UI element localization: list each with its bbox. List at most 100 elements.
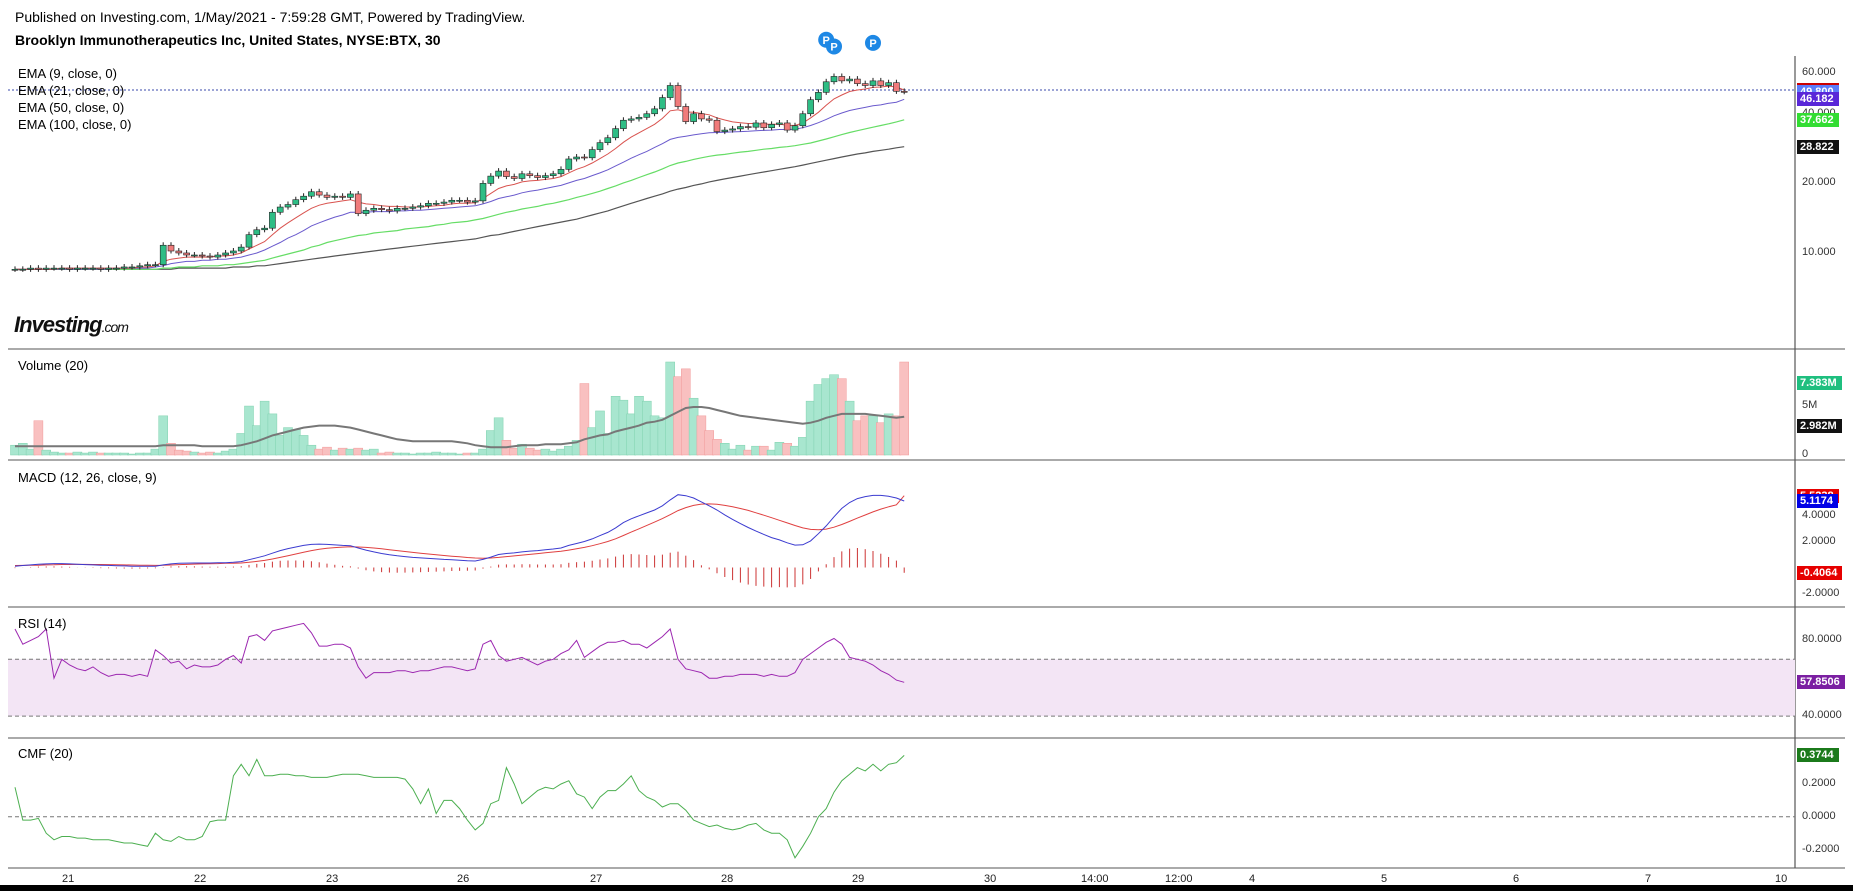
value-badge: 5.1174 (1797, 493, 1839, 508)
candle-body (581, 156, 588, 159)
candle-body (534, 175, 541, 178)
candle-body (456, 199, 463, 202)
volume-bar (369, 448, 379, 456)
candle-body (136, 265, 144, 268)
candle-body (269, 211, 276, 229)
candle-body (253, 229, 261, 235)
x-axis-label: 12:00 (1165, 873, 1193, 885)
candle-body (198, 254, 206, 257)
candle-body (783, 122, 791, 131)
candle-body (604, 137, 612, 143)
price-scale-tick: 80.0000 (1802, 633, 1842, 646)
candle-body (503, 170, 510, 177)
macd-signal-line (14, 495, 905, 566)
candle-body (339, 195, 346, 198)
legend-volume[interactable]: Volume (20) (18, 358, 89, 373)
candle-body (510, 176, 518, 179)
candle-body (635, 117, 643, 120)
candle-body (776, 122, 783, 125)
candle-body (432, 202, 440, 205)
candle-body (167, 244, 175, 252)
legend-ema100[interactable]: EMA (100, close, 0) (18, 117, 132, 132)
macd-line (14, 494, 905, 567)
candle-body (666, 85, 674, 98)
logo-brand: Investing (14, 312, 103, 337)
candle-body (159, 244, 167, 265)
price-scale-tick: -0.2000 (1802, 842, 1840, 855)
volume-bar (33, 420, 44, 456)
candle-body (35, 267, 42, 270)
x-axis-label: 26 (457, 873, 470, 885)
candle-body (713, 119, 721, 132)
bottom-bar (0, 885, 1853, 891)
candle-body (97, 267, 105, 270)
cmf-line (14, 755, 905, 859)
price-scale-tick: 60.000 (1802, 66, 1836, 79)
candle-body (11, 269, 19, 271)
candle-body (705, 118, 713, 121)
candle-body (354, 193, 362, 214)
volume-bar (579, 383, 590, 456)
x-axis-label: 4 (1249, 873, 1256, 885)
value-badge: 7.383M (1797, 375, 1842, 390)
p-marker-label: P (869, 38, 876, 50)
candle-body (81, 267, 89, 270)
candle-body (362, 209, 370, 214)
candle-body (846, 78, 853, 82)
candle-body (284, 204, 292, 208)
candle-body (261, 227, 268, 231)
x-axis-label: 22 (194, 873, 207, 885)
candle-body (74, 267, 81, 270)
legend-ema50[interactable]: EMA (50, close, 0) (18, 100, 125, 115)
x-axis-label: 6 (1513, 873, 1520, 885)
published-note: Published on Investing.com, 1/May/2021 -… (15, 9, 526, 25)
candle-body (113, 267, 120, 270)
legend-macd[interactable]: MACD (12, 26, close, 9) (18, 470, 157, 485)
candle-body (230, 250, 237, 254)
candle-body (425, 202, 432, 207)
candle-body (557, 169, 565, 175)
candle-body (596, 142, 604, 150)
candle-body (674, 85, 682, 107)
price-scale-tick: 0.0000 (1802, 809, 1836, 822)
candle-body (791, 125, 799, 131)
legend-cmf[interactable]: CMF (20) (18, 746, 73, 761)
price-scale-tick: 4.0000 (1802, 508, 1836, 521)
candle-body (393, 208, 401, 212)
candle-body (768, 124, 775, 129)
legend-ema21[interactable]: EMA (21, close, 0) (18, 83, 125, 98)
legend-rsi[interactable]: RSI (14) (18, 616, 67, 631)
investing-logo: Investing.com (14, 312, 129, 338)
price-scale-tick: 2.0000 (1802, 534, 1836, 547)
volume-bar (493, 417, 504, 456)
candle-body (682, 106, 690, 122)
x-axis-label: 5 (1381, 873, 1388, 885)
candle-body (448, 199, 456, 203)
candle-body (877, 80, 885, 86)
x-axis-label: 27 (590, 873, 603, 885)
candle-body (206, 255, 214, 258)
price-scale-tick: 0.2000 (1802, 777, 1836, 789)
candle-body (721, 129, 729, 132)
candle-body (331, 195, 339, 198)
legend-ema9[interactable]: EMA (9, close, 0) (18, 66, 117, 81)
ema50-line (15, 119, 905, 270)
p-marker-icon (826, 38, 842, 55)
x-axis-label: 14:00 (1081, 873, 1109, 885)
candle-body (292, 199, 300, 205)
candle-body (308, 191, 315, 197)
price-scale-tick: 5M (1802, 399, 1818, 412)
x-axis-label: 21 (62, 873, 75, 885)
candle-body (120, 266, 128, 269)
value-badge: 37.662 (1797, 112, 1839, 127)
p-marker-label: P (823, 35, 830, 47)
candle-body (50, 267, 58, 270)
candle-body (347, 193, 354, 198)
candle-body (518, 173, 526, 179)
volume-ma-line (15, 406, 905, 449)
candle-body (651, 108, 658, 115)
x-axis-label: 10 (1775, 873, 1788, 885)
value-badge: 2.982M (1797, 418, 1842, 433)
candle-body (42, 267, 50, 270)
